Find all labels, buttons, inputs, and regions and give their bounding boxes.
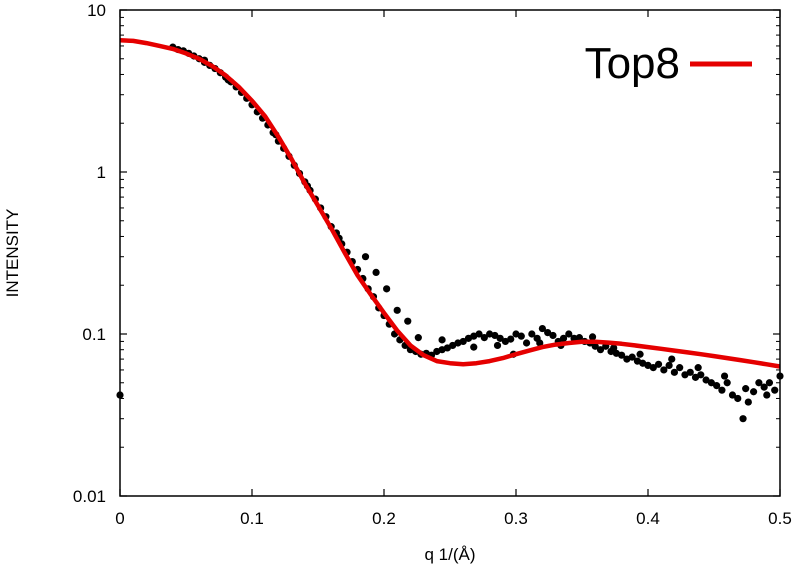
data-point (686, 368, 694, 376)
data-point (393, 306, 401, 314)
data-point (522, 339, 531, 347)
y-tick-label: 10 (87, 1, 106, 20)
data-point (676, 364, 684, 372)
data-point (491, 331, 499, 340)
x-axis-title: q 1/(Å) (424, 545, 475, 564)
legend: Top8 (585, 39, 752, 88)
y-tick-label: 0.1 (82, 325, 106, 344)
data-point (636, 350, 644, 358)
data-point (765, 379, 774, 387)
data-point (475, 330, 483, 338)
data-point (654, 360, 663, 368)
data-point (723, 379, 731, 387)
data-point (517, 332, 525, 340)
data-point (728, 391, 737, 399)
y-tick-label: 0.01 (73, 487, 106, 506)
data-point (665, 361, 673, 369)
data-point (528, 330, 536, 338)
data-point (588, 333, 597, 341)
data-point (507, 335, 515, 343)
data-point (702, 376, 710, 384)
data-point (361, 253, 370, 261)
data-point (459, 337, 467, 346)
data-point (549, 331, 557, 340)
plot-frame (119, 9, 781, 497)
data-point (668, 355, 676, 363)
data-point (763, 391, 771, 399)
x-tick-label: 0.4 (636, 509, 660, 528)
data-point (744, 398, 752, 406)
data-point (372, 268, 380, 277)
x-tick-label: 0.5 (768, 509, 792, 528)
data-point (565, 330, 573, 338)
fit-curve-top8 (119, 38, 781, 369)
data-point (718, 386, 726, 394)
data-point (694, 364, 702, 372)
data-point (610, 344, 618, 352)
data-point (618, 351, 626, 359)
data-point (496, 334, 504, 342)
data-point (670, 368, 679, 376)
data-point (591, 342, 599, 350)
data-point (734, 394, 742, 403)
data-point (760, 383, 768, 391)
data-point (720, 372, 729, 380)
data-point (771, 386, 779, 394)
data-point (628, 353, 636, 361)
legend-label-top8: Top8 (585, 39, 680, 88)
data-point (404, 317, 412, 325)
data-point (755, 379, 763, 387)
plot-layer (116, 38, 784, 423)
data-point (649, 364, 657, 372)
data-point (536, 339, 544, 347)
data-point (559, 334, 568, 342)
data-point (660, 366, 668, 374)
y-axis-title: INTENSITY (3, 209, 22, 298)
data-point (713, 382, 721, 390)
x-tick-label: 0 (115, 509, 124, 528)
y-tick-label: 1 (97, 163, 106, 182)
data-point (750, 388, 758, 396)
data-point (470, 343, 478, 351)
data-point (383, 285, 391, 293)
data-point (493, 341, 502, 350)
x-tick-label: 0.3 (504, 509, 528, 528)
data-point (438, 336, 446, 344)
data-point (739, 415, 747, 423)
data-point (544, 329, 552, 337)
data-point (707, 379, 715, 387)
data-point (538, 324, 547, 333)
x-tick-label: 0.1 (240, 509, 264, 528)
data-point (742, 385, 750, 393)
data-point (596, 346, 605, 354)
data-point (414, 334, 422, 342)
x-tick-label: 0.2 (372, 509, 396, 528)
ticks-layer: 0 0.1 0.2 0.3 0.4 0.5 10 1 0.1 0.01 (73, 1, 792, 528)
data-point (480, 334, 488, 342)
data-point (697, 371, 705, 379)
data-point (575, 334, 583, 342)
